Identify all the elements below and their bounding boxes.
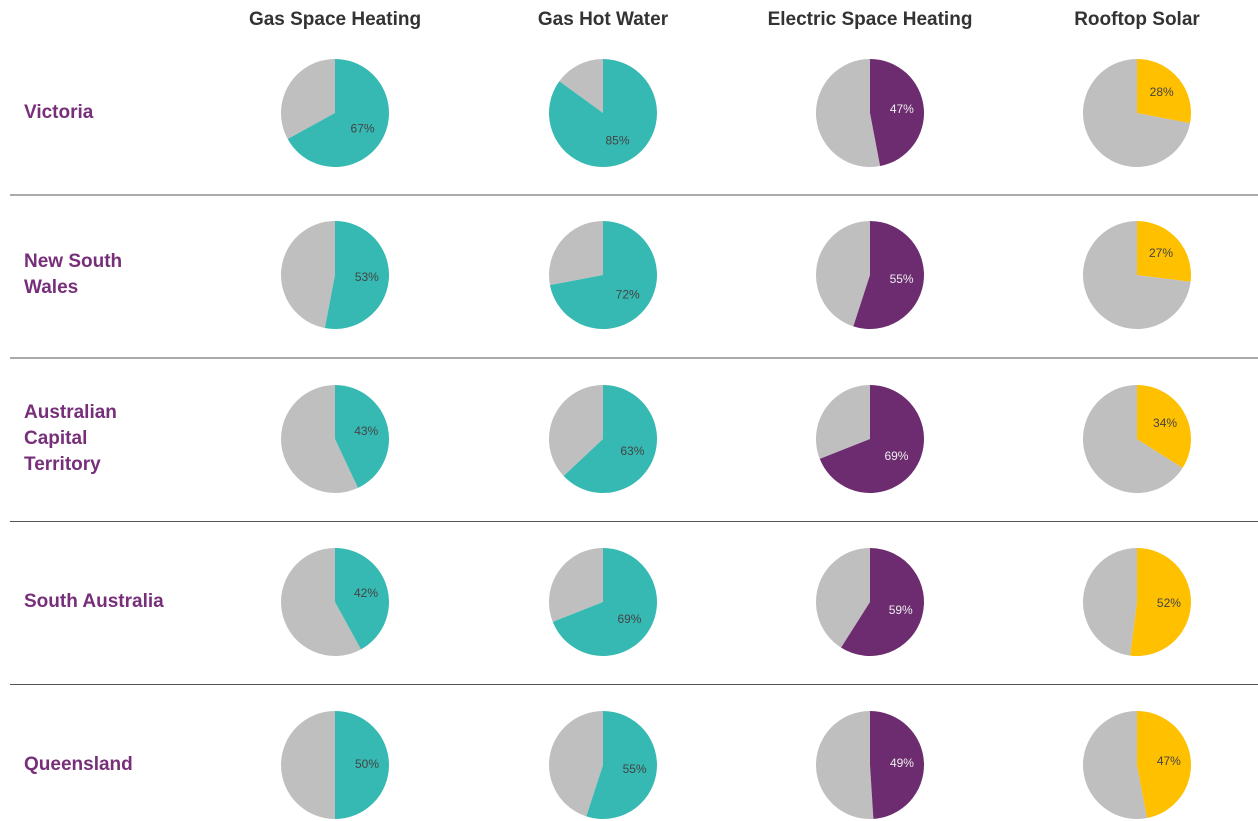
pie-slice	[870, 711, 924, 819]
data-label: 55%	[890, 272, 914, 286]
data-label: 42%	[354, 586, 378, 600]
row-label: South Australia	[24, 591, 164, 612]
pie-slice	[586, 711, 657, 819]
pie-remainder	[1082, 221, 1191, 329]
pie-remainder	[815, 711, 874, 819]
column-header: Rooftop Solar	[1074, 9, 1200, 30]
data-label: 47%	[1157, 754, 1181, 768]
pie-slice	[1137, 221, 1191, 282]
data-label: 53%	[355, 270, 379, 284]
pie-remainder	[816, 548, 870, 648]
pie-slice	[335, 385, 389, 488]
pie-remainder	[1083, 548, 1137, 656]
pie-remainder	[549, 385, 603, 476]
pie-remainder	[815, 221, 870, 327]
pie-remainder	[816, 385, 870, 459]
data-label: 72%	[616, 288, 640, 302]
pie-slice	[324, 221, 389, 329]
data-label: 55%	[623, 762, 647, 776]
pie-slice	[563, 385, 657, 493]
pie-slice	[841, 547, 925, 656]
pie-remainder	[280, 385, 358, 493]
data-label: 27%	[1149, 246, 1173, 260]
pie-slice	[552, 548, 657, 656]
pie-remainder	[281, 711, 335, 819]
data-label: 52%	[1157, 596, 1181, 610]
data-label: 63%	[620, 444, 644, 458]
pie-remainder	[549, 548, 603, 622]
pie-slice	[335, 711, 389, 819]
pie-slice	[1137, 711, 1191, 819]
column-header: Gas Space Heating	[249, 9, 421, 30]
pie-remainder	[549, 711, 603, 817]
data-label: 69%	[617, 612, 641, 626]
pie-remainder	[281, 59, 335, 140]
row-label: Victoria	[24, 102, 94, 123]
pie-slice	[819, 385, 924, 494]
data-label: 59%	[889, 603, 913, 617]
pie-remainder	[1083, 384, 1183, 493]
data-label: 28%	[1150, 85, 1174, 99]
pie-slice	[853, 221, 924, 329]
pie-slice	[870, 59, 924, 167]
pie-slice	[549, 59, 657, 167]
data-label: 47%	[890, 102, 914, 116]
pie-slice	[287, 59, 390, 167]
data-label: 49%	[890, 756, 914, 770]
pie-remainder	[1083, 59, 1191, 167]
pie-remainder	[1082, 711, 1148, 819]
pie-remainder	[559, 58, 603, 113]
pie-slice	[335, 548, 389, 650]
pie-remainder	[280, 221, 335, 329]
column-header: Gas Hot Water	[538, 9, 669, 30]
row-label: Queensland	[24, 754, 133, 775]
data-label: 34%	[1153, 416, 1177, 430]
pie-remainder	[549, 221, 603, 286]
pie-remainder	[816, 58, 881, 168]
data-label: 43%	[354, 424, 378, 438]
data-label: 85%	[606, 134, 630, 148]
pie-slice	[1130, 548, 1191, 656]
row-label: New South Wales	[24, 251, 123, 298]
data-label: 69%	[884, 449, 908, 463]
pie-slice	[549, 221, 658, 329]
row-label: Australian Capital Territory	[24, 402, 117, 475]
data-label: 50%	[355, 757, 379, 771]
pie-slice	[1137, 385, 1192, 468]
pie-remainder	[281, 548, 362, 657]
pie-slice	[1137, 59, 1191, 124]
column-header: Electric Space Heating	[768, 9, 973, 30]
data-label: 67%	[351, 121, 375, 135]
